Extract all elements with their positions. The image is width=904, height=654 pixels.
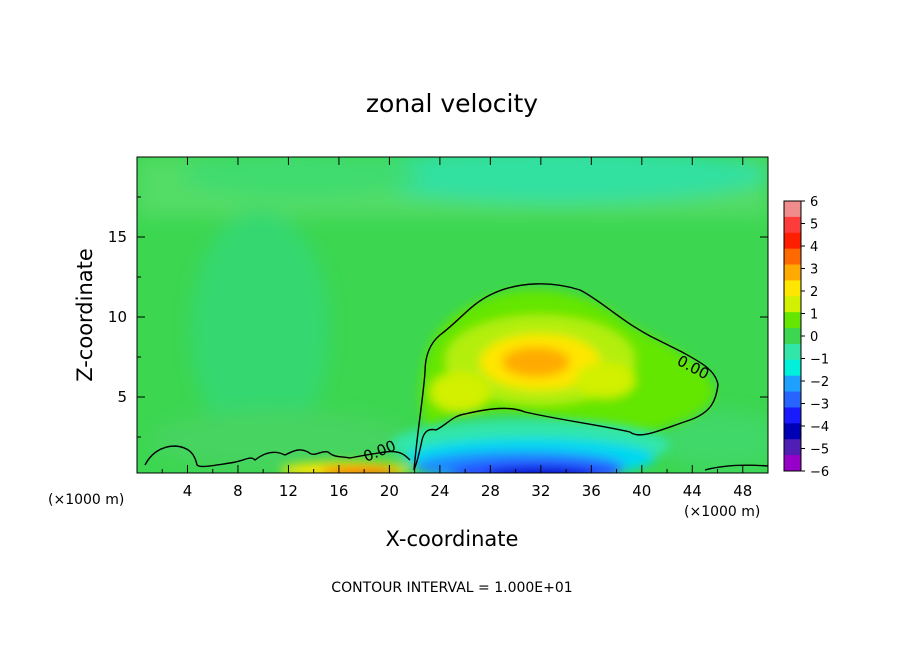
colorbar-tick-label: 2 xyxy=(810,285,818,300)
surface-core-negative xyxy=(489,468,591,473)
x-tick-label: 20 xyxy=(380,482,399,500)
colorbar-segment xyxy=(784,264,801,281)
colorbar-tick-label: −1 xyxy=(810,353,829,368)
plot-frame xyxy=(136,156,769,474)
x-tick-label: 4 xyxy=(183,482,193,500)
colorbar-segment xyxy=(784,359,801,377)
colorbar-segment xyxy=(784,343,801,361)
colorbar-segment xyxy=(784,439,801,456)
colorbar-segment xyxy=(784,216,801,234)
colorbar-segment xyxy=(784,248,801,266)
y-axis: 5 10 15 xyxy=(108,196,768,438)
x-tick-label: 12 xyxy=(279,482,298,500)
colorbar-segment xyxy=(784,455,801,472)
colorbar-tick-label: 6 xyxy=(810,195,818,210)
colorbar-tick-label: 1 xyxy=(810,308,818,323)
colorbar-segment xyxy=(784,423,801,440)
y-tick-label: 5 xyxy=(117,388,127,406)
zero-contours xyxy=(144,283,768,471)
chart-title: zonal velocity xyxy=(366,89,538,118)
y-axis-label: Z-coordinate xyxy=(73,248,97,382)
upper-left-region xyxy=(180,157,420,197)
colorbar-tick-label: 0 xyxy=(810,330,818,345)
x-tick-label: 36 xyxy=(582,482,601,500)
colorbar-segment xyxy=(784,312,801,329)
upper-right-cyan-region xyxy=(350,157,768,203)
y-tick-label: 15 xyxy=(108,228,127,246)
surface-positive-core xyxy=(320,467,400,473)
x-unit-left: (×1000 m) xyxy=(48,492,124,508)
x-tick-label: 28 xyxy=(481,482,500,500)
colorbar-segment xyxy=(784,391,801,408)
contour-interval-note: CONTOUR INTERVAL = 1.000E+01 xyxy=(331,580,572,596)
x-tick-label: 16 xyxy=(329,482,348,500)
velocity-field xyxy=(137,157,768,473)
left-column-region xyxy=(190,210,330,450)
x-unit-right: (×1000 m) xyxy=(684,504,760,520)
colorbar-tick-label: −5 xyxy=(810,443,829,458)
zero-contour-right xyxy=(704,464,768,471)
colorbar-tick-label: −3 xyxy=(810,398,829,413)
zero-contour-jet xyxy=(413,283,719,471)
surface-strong-negative xyxy=(450,460,620,473)
x-tick-label: 48 xyxy=(733,482,752,500)
colorbar-segment xyxy=(784,201,801,218)
colorbar-tick-label: 4 xyxy=(810,240,818,255)
x-tick-label: 32 xyxy=(531,482,550,500)
x-tick-label: 44 xyxy=(683,482,702,500)
colorbar-segment xyxy=(784,407,801,424)
jet-left-lobe xyxy=(430,372,490,412)
x-axis-label: X-coordinate xyxy=(386,527,519,551)
jet-core-region xyxy=(502,347,570,377)
colorbar-segment xyxy=(784,328,801,345)
colorbar-tick-label: −2 xyxy=(810,375,829,390)
x-tick-label: 40 xyxy=(632,482,651,500)
colorbar-tick-label: 5 xyxy=(810,218,818,233)
x-tick-label: 24 xyxy=(430,482,449,500)
x-axis: 4 8 12 16 20 24 28 32 36 40 44 48 xyxy=(161,157,769,500)
lower-left-region xyxy=(150,410,410,470)
jet-right-lobe xyxy=(575,362,635,398)
x-tick-label: 8 xyxy=(233,482,243,500)
colorbar: 6 5 4 3 2 1 0 −1 −2 −3 −4 −5 −6 xyxy=(783,195,829,480)
y-tick-label: 10 xyxy=(108,308,127,326)
colorbar-segment xyxy=(784,280,801,297)
colorbar-segment xyxy=(784,375,801,393)
colorbar-tick-label: −6 xyxy=(810,465,829,480)
colorbar-segment xyxy=(784,296,801,313)
colorbar-segment xyxy=(784,232,801,250)
zero-contour-surface xyxy=(144,445,411,468)
colorbar-tick-label: −4 xyxy=(810,420,829,435)
lower-right-region xyxy=(660,410,768,470)
colorbar-tick-label: 3 xyxy=(810,263,818,278)
